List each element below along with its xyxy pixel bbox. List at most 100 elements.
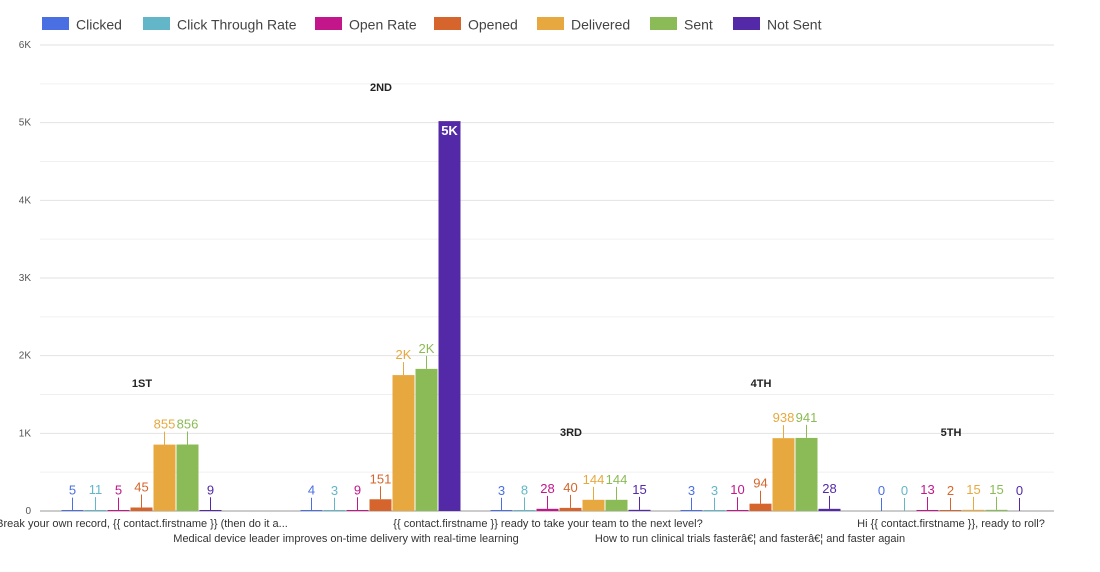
data-label: 45 xyxy=(134,480,148,495)
data-label: 5K xyxy=(441,123,458,138)
bar[interactable] xyxy=(582,499,605,511)
bar[interactable] xyxy=(153,444,176,511)
bar[interactable] xyxy=(61,510,84,511)
bar[interactable] xyxy=(749,503,772,511)
y-tick-label-1: 1K xyxy=(19,428,32,439)
bar[interactable] xyxy=(680,510,703,511)
bar[interactable] xyxy=(985,509,1008,511)
data-label: 94 xyxy=(753,476,767,491)
data-label: 15 xyxy=(966,482,980,497)
bar[interactable] xyxy=(513,510,536,511)
bar[interactable] xyxy=(176,444,199,511)
bar[interactable] xyxy=(962,509,985,511)
bar[interactable] xyxy=(323,510,346,511)
legend-swatch-1[interactable] xyxy=(143,17,170,30)
bar[interactable] xyxy=(84,510,107,511)
y-tick-label-5: 5K xyxy=(19,118,32,129)
bar[interactable] xyxy=(346,510,369,511)
x-tick-label-3: How to run clinical trials fasterâ€¦ and… xyxy=(595,533,905,545)
data-label: 15 xyxy=(989,482,1003,497)
data-label: 28 xyxy=(540,481,554,496)
data-label: 9 xyxy=(354,482,361,497)
x-tick-label-0: Break your own record, {{ contact.firstn… xyxy=(0,518,288,530)
bar[interactable] xyxy=(559,507,582,511)
data-label: 2K xyxy=(419,341,435,356)
bar[interactable] xyxy=(415,368,438,511)
legend-swatch-6[interactable] xyxy=(733,17,760,30)
data-label: 13 xyxy=(920,482,934,497)
data-label: 28 xyxy=(822,481,836,496)
legend-swatch-3[interactable] xyxy=(434,17,461,30)
bar[interactable] xyxy=(939,510,962,511)
data-label: 151 xyxy=(370,471,392,486)
data-label: 40 xyxy=(563,480,577,495)
data-label: 5 xyxy=(115,483,122,498)
legend-label-0[interactable]: Clicked xyxy=(76,17,122,33)
data-label: 2 xyxy=(947,483,954,498)
data-label: 8 xyxy=(521,482,528,497)
data-label: 3 xyxy=(688,483,695,498)
data-label: 2K xyxy=(396,347,412,362)
bar[interactable] xyxy=(795,437,818,511)
bar[interactable] xyxy=(772,438,795,511)
legend-label-1[interactable]: Click Through Rate xyxy=(177,17,297,33)
legend-label-2[interactable]: Open Rate xyxy=(349,17,417,33)
data-label: 5 xyxy=(69,483,76,498)
data-label: 144 xyxy=(583,472,605,487)
rank-label-4: 5TH xyxy=(941,427,962,439)
bar[interactable] xyxy=(536,508,559,511)
bar[interactable] xyxy=(605,499,628,511)
data-label: 10 xyxy=(730,482,744,497)
legend-swatch-0[interactable] xyxy=(42,17,69,30)
y-tick-label-3: 3K xyxy=(19,273,32,284)
y-tick-label-6: 6K xyxy=(19,40,32,51)
data-label: 4 xyxy=(308,483,315,498)
x-tick-label-4: Hi {{ contact.firstname }}, ready to rol… xyxy=(857,518,1045,530)
data-label: 941 xyxy=(796,410,818,425)
rank-label-0: 1ST xyxy=(132,378,152,390)
data-label: 3 xyxy=(711,483,718,498)
data-label: 9 xyxy=(207,482,214,497)
legend-label-4[interactable]: Delivered xyxy=(571,17,630,33)
legend-label-3[interactable]: Opened xyxy=(468,17,518,33)
bar[interactable] xyxy=(438,121,461,511)
data-label: 3 xyxy=(331,483,338,498)
data-label: 855 xyxy=(154,417,176,432)
bar[interactable] xyxy=(107,510,130,511)
data-label: 856 xyxy=(177,417,199,432)
bar[interactable] xyxy=(369,499,392,511)
rank-label-3: 4TH xyxy=(751,378,772,390)
data-label: 15 xyxy=(632,482,646,497)
legend-label-5[interactable]: Sent xyxy=(684,17,713,33)
data-label: 0 xyxy=(878,483,885,498)
y-tick-label-2: 2K xyxy=(19,351,32,362)
bar[interactable] xyxy=(130,507,153,511)
data-label: 0 xyxy=(901,483,908,498)
x-tick-label-1: Medical device leader improves on-time d… xyxy=(173,533,518,545)
legend-swatch-2[interactable] xyxy=(315,17,342,30)
y-tick-label-4: 4K xyxy=(19,195,32,206)
bar[interactable] xyxy=(703,510,726,511)
data-label: 11 xyxy=(89,482,103,497)
bar[interactable] xyxy=(726,510,749,511)
rank-label-2: 3RD xyxy=(560,427,582,439)
bar[interactable] xyxy=(300,510,323,511)
bar[interactable] xyxy=(490,510,513,511)
legend-swatch-5[interactable] xyxy=(650,17,677,30)
legend-swatch-4[interactable] xyxy=(537,17,564,30)
bar[interactable] xyxy=(628,509,651,511)
data-label: 0 xyxy=(1016,483,1023,498)
data-label: 144 xyxy=(606,472,628,487)
data-label: 938 xyxy=(773,410,795,425)
bar[interactable] xyxy=(916,509,939,511)
y-tick-label-0: 0 xyxy=(25,506,31,517)
legend-label-6[interactable]: Not Sent xyxy=(767,17,822,33)
bar[interactable] xyxy=(818,508,841,511)
rank-label-1: 2ND xyxy=(370,82,392,94)
bar[interactable] xyxy=(392,375,415,511)
data-label: 3 xyxy=(498,483,505,498)
x-tick-label-2: {{ contact.firstname }} ready to take yo… xyxy=(393,518,702,530)
bar[interactable] xyxy=(199,510,222,511)
